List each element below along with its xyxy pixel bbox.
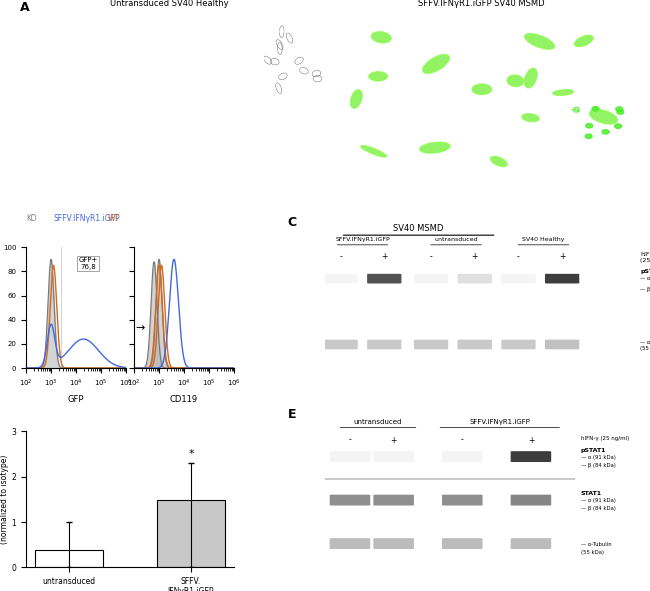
Text: hIFN-γ (25 ng/ml): hIFN-γ (25 ng/ml) bbox=[581, 436, 629, 440]
Text: Untransduced SV40 Healthy: Untransduced SV40 Healthy bbox=[111, 0, 229, 8]
Text: SV40 Healthy: SV40 Healthy bbox=[522, 238, 565, 242]
Text: — α (91 kDa): — α (91 kDa) bbox=[640, 276, 650, 281]
Text: →: → bbox=[135, 323, 144, 333]
Text: -: - bbox=[430, 252, 432, 261]
X-axis label: GFP: GFP bbox=[68, 395, 84, 404]
Text: -: - bbox=[348, 436, 352, 444]
Text: +: + bbox=[471, 252, 478, 261]
FancyBboxPatch shape bbox=[545, 274, 579, 284]
Text: pSTAT1: pSTAT1 bbox=[640, 269, 650, 274]
FancyBboxPatch shape bbox=[511, 538, 551, 549]
FancyBboxPatch shape bbox=[545, 340, 579, 349]
Text: *: * bbox=[188, 449, 194, 459]
FancyBboxPatch shape bbox=[373, 451, 414, 462]
Bar bbox=[36, 550, 103, 567]
FancyBboxPatch shape bbox=[367, 274, 402, 284]
Text: — α-Tubulin: — α-Tubulin bbox=[581, 542, 612, 547]
Text: — α (91 kDa): — α (91 kDa) bbox=[581, 498, 616, 504]
Text: — β (84 kDa): — β (84 kDa) bbox=[581, 506, 616, 511]
Text: SFFV.IFNγR1.iGFP: SFFV.IFNγR1.iGFP bbox=[335, 238, 390, 242]
Text: (55 kDa): (55 kDa) bbox=[581, 550, 604, 555]
FancyBboxPatch shape bbox=[442, 495, 482, 505]
FancyBboxPatch shape bbox=[324, 340, 358, 349]
FancyBboxPatch shape bbox=[458, 274, 492, 284]
FancyBboxPatch shape bbox=[442, 451, 482, 462]
FancyBboxPatch shape bbox=[511, 495, 551, 505]
FancyBboxPatch shape bbox=[330, 451, 370, 462]
FancyBboxPatch shape bbox=[414, 274, 448, 284]
Text: +: + bbox=[381, 252, 387, 261]
Text: — α (91 kDa): — α (91 kDa) bbox=[581, 455, 616, 460]
Text: E: E bbox=[287, 408, 296, 421]
Text: A: A bbox=[20, 1, 29, 14]
Text: SFFV.IFNγR1.iGFP: SFFV.IFNγR1.iGFP bbox=[54, 214, 121, 223]
Text: -: - bbox=[517, 252, 520, 261]
FancyBboxPatch shape bbox=[373, 538, 414, 549]
Bar bbox=[157, 501, 224, 567]
FancyBboxPatch shape bbox=[373, 495, 414, 505]
FancyBboxPatch shape bbox=[367, 340, 402, 349]
Text: +: + bbox=[528, 436, 534, 444]
Text: STAT1: STAT1 bbox=[581, 492, 602, 496]
FancyBboxPatch shape bbox=[501, 340, 536, 349]
Text: C: C bbox=[287, 216, 296, 229]
FancyBboxPatch shape bbox=[414, 340, 448, 349]
Text: KO: KO bbox=[26, 214, 36, 223]
Text: +: + bbox=[391, 436, 397, 444]
X-axis label: CD119: CD119 bbox=[170, 395, 198, 404]
Text: — β (84 kDa): — β (84 kDa) bbox=[640, 287, 650, 292]
Y-axis label: ΔMFI [CD119] x1000
(normalized to isotype): ΔMFI [CD119] x1000 (normalized to isotyp… bbox=[0, 454, 8, 544]
Text: SFFV.IFNγR1.iGFP: SFFV.IFNγR1.iGFP bbox=[469, 418, 530, 425]
FancyBboxPatch shape bbox=[442, 538, 482, 549]
Text: +: + bbox=[559, 252, 566, 261]
Text: SFFV.IFNγR1.iGFP SV40 MSMD: SFFV.IFNγR1.iGFP SV40 MSMD bbox=[418, 0, 545, 8]
FancyBboxPatch shape bbox=[458, 340, 492, 349]
Text: -: - bbox=[339, 252, 342, 261]
Text: SV40 MSMD: SV40 MSMD bbox=[393, 224, 444, 233]
Text: hIFN-γ: hIFN-γ bbox=[640, 252, 650, 257]
Text: WT: WT bbox=[108, 214, 120, 223]
Text: untransduced: untransduced bbox=[354, 418, 402, 425]
Text: (25 ng/ml): (25 ng/ml) bbox=[640, 258, 650, 263]
FancyBboxPatch shape bbox=[324, 274, 358, 284]
Text: (55 kDa): (55 kDa) bbox=[640, 346, 650, 351]
Text: -: - bbox=[461, 436, 463, 444]
FancyBboxPatch shape bbox=[511, 451, 551, 462]
Text: — β (84 kDa): — β (84 kDa) bbox=[581, 463, 616, 468]
Text: pSTAT1: pSTAT1 bbox=[581, 448, 606, 453]
Text: untransduced: untransduced bbox=[434, 238, 478, 242]
Text: GFP+
76,8: GFP+ 76,8 bbox=[78, 257, 98, 270]
Text: — α-Tubulin: — α-Tubulin bbox=[640, 340, 650, 345]
FancyBboxPatch shape bbox=[330, 495, 370, 505]
FancyBboxPatch shape bbox=[501, 274, 536, 284]
FancyBboxPatch shape bbox=[330, 538, 370, 549]
